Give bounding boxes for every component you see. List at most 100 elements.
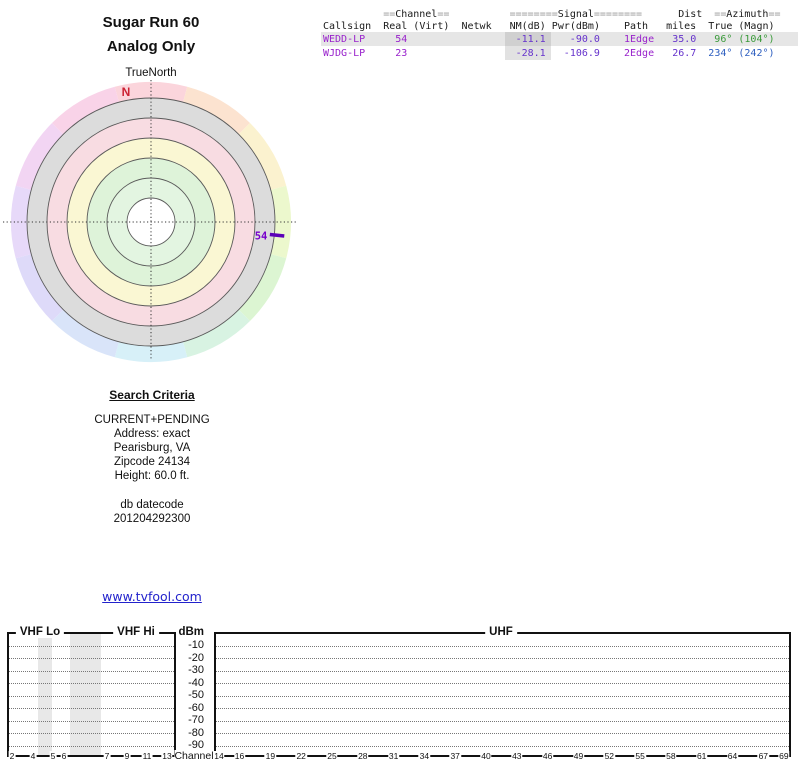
compass-n-label: N bbox=[122, 85, 131, 99]
compass-hue-segment bbox=[183, 309, 250, 358]
table-group-header: Azimuth bbox=[726, 9, 769, 20]
channel-tick-40: 40 bbox=[480, 751, 492, 761]
table-cell-dist-miles: 26.7 bbox=[672, 48, 697, 59]
table-cell-azimuth-magn: (242°) bbox=[738, 48, 775, 59]
table-cell-nm-db: -28.1 bbox=[515, 48, 546, 59]
channel-tick-34: 34 bbox=[418, 751, 431, 761]
gridline bbox=[216, 695, 789, 697]
channel-tick-43: 43 bbox=[511, 751, 523, 761]
dbm-tick--70: -70 bbox=[188, 714, 204, 726]
compass-hue-segment bbox=[238, 123, 287, 190]
table-group-rule: == bbox=[714, 9, 727, 20]
gridline bbox=[216, 733, 789, 734]
panel-border-left bbox=[214, 632, 216, 757]
table-cell-channel-real: 23 bbox=[395, 48, 408, 59]
table-cell-pwr-dbm: -106.9 bbox=[563, 48, 600, 59]
compass-hue-segment bbox=[15, 254, 64, 321]
channel-tick-11: 11 bbox=[141, 751, 153, 761]
channel-tick-7: 7 bbox=[103, 751, 111, 761]
table-cell-pwr-dbm: -90.0 bbox=[569, 34, 600, 45]
gridline bbox=[9, 720, 174, 722]
table-group-header: Signal bbox=[557, 9, 594, 20]
channel-tick-46: 46 bbox=[541, 751, 554, 761]
page-title: Sugar Run 60 bbox=[102, 14, 200, 31]
gridline bbox=[9, 708, 174, 709]
dbm-tick--50: -50 bbox=[188, 689, 204, 701]
tvfool-link[interactable]: www.tvfool.com bbox=[102, 589, 202, 604]
channel-54-marker-label: 54 bbox=[255, 230, 268, 242]
channel-tick-14: 14 bbox=[213, 751, 225, 761]
dbm-tick--20: -20 bbox=[188, 651, 204, 664]
table-column-header: Path bbox=[624, 21, 649, 32]
channel-tick-4: 4 bbox=[29, 751, 37, 761]
panel-border-right bbox=[174, 632, 176, 757]
table-cell-dist-miles: 35.0 bbox=[672, 34, 697, 45]
channel-tick-61: 61 bbox=[695, 751, 708, 761]
table-cell-azimuth-true: 96° bbox=[714, 34, 733, 45]
gridline bbox=[9, 670, 174, 672]
radar-svg: TrueNorth N 54 bbox=[3, 67, 298, 362]
table-group-header: Dist bbox=[678, 9, 703, 20]
table-cell-azimuth-true: 234° bbox=[708, 48, 733, 59]
db-datecode-value: 201204292300 bbox=[113, 513, 191, 526]
search-zipcode: Zipcode 24134 bbox=[113, 455, 191, 468]
dbm-axis-title: dBm bbox=[178, 626, 204, 638]
table-cell-callsign: WEDD-LP bbox=[323, 34, 366, 45]
channel-tick-22: 22 bbox=[295, 751, 307, 761]
table-column-header: True bbox=[708, 21, 733, 32]
panel-border-top bbox=[7, 632, 176, 634]
dbm-tick--40: -40 bbox=[188, 676, 204, 689]
search-address-type: Address: exact bbox=[113, 427, 191, 440]
dbm-tick--60: -60 bbox=[188, 701, 204, 714]
band-label-vhf-lo: VHF Lo bbox=[15, 626, 65, 638]
true-north-label: TrueNorth bbox=[125, 67, 176, 79]
gridline bbox=[9, 733, 174, 734]
search-criteria-heading: Search Criteria bbox=[109, 388, 195, 402]
table-column-header: Callsign bbox=[323, 21, 372, 32]
table-cell-path: 1Edge bbox=[624, 34, 655, 45]
channel-tick-55: 55 bbox=[634, 751, 646, 761]
gridline bbox=[216, 708, 789, 709]
table-group-header: Channel bbox=[395, 9, 438, 20]
table-cell-azimuth-magn: (104°) bbox=[738, 34, 775, 45]
gridline bbox=[9, 745, 174, 747]
table-group-rule: == bbox=[437, 9, 450, 20]
channel-tick-19: 19 bbox=[264, 751, 277, 761]
gridline bbox=[216, 745, 789, 747]
table-column-header: miles bbox=[666, 21, 697, 32]
compass-hue-segment bbox=[114, 82, 188, 103]
compass-hue-segment bbox=[238, 254, 287, 321]
table-column-header: Real bbox=[383, 21, 408, 32]
table-cell-nm-db: -11.1 bbox=[515, 34, 546, 45]
gridline bbox=[216, 720, 789, 722]
search-height: Height: 60.0 ft. bbox=[114, 469, 190, 482]
gridline bbox=[216, 658, 789, 659]
search-city: Pearisburg, VA bbox=[113, 441, 191, 454]
frequency-gap-band bbox=[70, 634, 101, 755]
channel-axis-title: Channel bbox=[174, 750, 214, 762]
gridline bbox=[216, 670, 789, 672]
tvfool-link-wrap: www.tvfool.com bbox=[52, 588, 252, 606]
table-column-header: Netwk bbox=[461, 21, 492, 32]
channel-tick-28: 28 bbox=[357, 751, 369, 761]
panel-border-left bbox=[7, 632, 9, 757]
channel-tick-31: 31 bbox=[387, 751, 400, 761]
channel-tick-16: 16 bbox=[233, 751, 246, 761]
channel-tick-37: 37 bbox=[449, 751, 461, 761]
channel-tick-9: 9 bbox=[123, 751, 131, 761]
channel-tick-58: 58 bbox=[665, 751, 677, 761]
table-cell-callsign: WJDG-LP bbox=[323, 48, 366, 59]
table-group-rule: ======== bbox=[593, 9, 643, 20]
compass-hue-segment bbox=[114, 341, 188, 362]
table-group-rule: ======== bbox=[509, 9, 558, 20]
channel-tick-69: 69 bbox=[778, 751, 790, 761]
table-cell-channel-real: 54 bbox=[395, 34, 408, 45]
search-criteria: Search Criteria CURRENT+PENDING Address:… bbox=[52, 388, 252, 527]
channel-tick-49: 49 bbox=[572, 751, 585, 761]
channel-tick-6: 6 bbox=[60, 751, 68, 761]
gridline bbox=[9, 645, 174, 647]
panel-border-right bbox=[789, 632, 791, 757]
channel-tick-13: 13 bbox=[161, 751, 173, 761]
table-cell-path: 2Edge bbox=[624, 48, 655, 59]
